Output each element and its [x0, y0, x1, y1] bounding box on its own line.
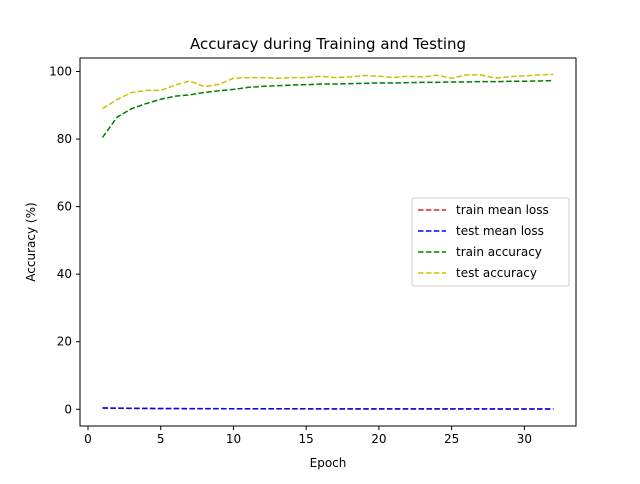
x-tick-label: 10: [226, 432, 241, 446]
x-tick-label: 30: [517, 432, 532, 446]
y-axis-label: Accuracy (%): [24, 202, 38, 281]
x-axis-label: Epoch: [310, 456, 347, 470]
y-tick-label: 60: [57, 200, 72, 214]
series-line-test-mean-loss: [102, 407, 554, 410]
plot-area: 0 5 10 15 20 25 30 0 20 40 60 80 100: [49, 57, 577, 446]
legend-label: train mean loss: [456, 203, 549, 217]
y-tick-label: 20: [57, 335, 72, 349]
series-line-train-accuracy: [101, 79, 554, 138]
series-line-test-accuracy: [102, 73, 554, 110]
y-tick-label: 100: [49, 65, 72, 79]
chart-title: Accuracy during Training and Testing: [190, 35, 466, 53]
legend-label: test mean loss: [456, 224, 544, 238]
y-tick-label: 80: [57, 132, 72, 146]
x-tick-label: 5: [157, 432, 165, 446]
x-tick-label: 15: [299, 432, 314, 446]
legend-label: train accuracy: [456, 245, 542, 259]
y-tick-label: 0: [64, 402, 72, 416]
legend: train mean loss test mean loss train accur…: [411, 197, 570, 287]
x-tick-label: 20: [371, 432, 386, 446]
y-tick-label: 40: [57, 267, 72, 281]
x-tick-label: 25: [444, 432, 459, 446]
axes-frame: [79, 57, 577, 427]
legend-label: test accuracy: [456, 266, 537, 280]
x-tick-label: 0: [84, 432, 92, 446]
legend-box: [411, 197, 570, 287]
